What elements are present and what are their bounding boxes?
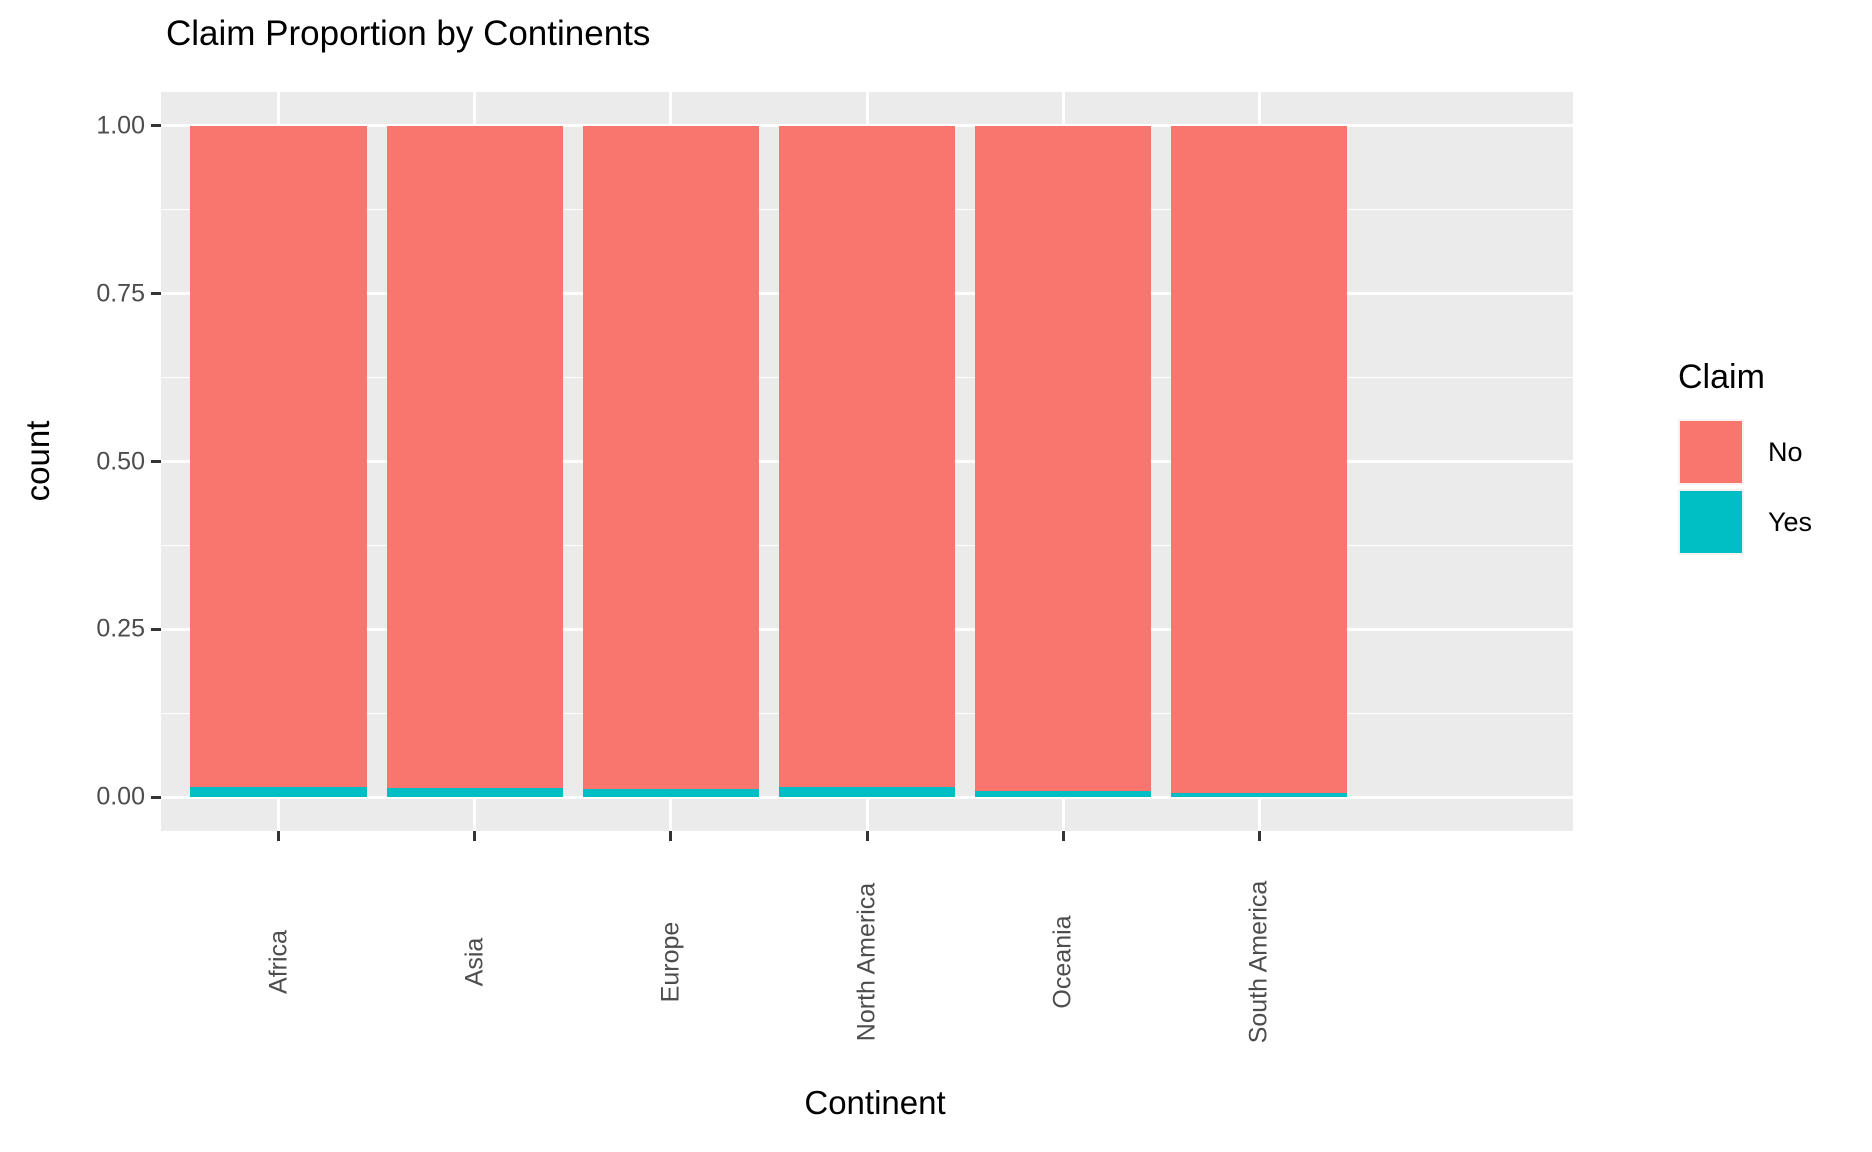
y-tick-mark: [151, 292, 161, 296]
x-tick-mark: [1257, 831, 1261, 841]
y-tick-mark: [151, 124, 161, 128]
bar-segment-yes-south-america: [1170, 792, 1348, 798]
bar-segment-yes-africa: [190, 786, 367, 798]
bar-segment-no-south-america: [1170, 125, 1348, 793]
bar-segment-no-europe: [582, 125, 760, 789]
y-tick-mark: [151, 795, 161, 799]
chart-title: Claim Proportion by Continents: [166, 14, 651, 53]
plot-panel: [161, 92, 1573, 831]
y-tick-label: 0.25: [96, 614, 145, 643]
legend-swatch-no: [1680, 421, 1742, 483]
y-axis-title: count: [19, 420, 56, 502]
x-tick-mark: [865, 831, 869, 841]
y-tick-mark: [151, 460, 161, 463]
legend-title: Claim: [1678, 358, 1765, 396]
bar-segment-yes-asia: [386, 788, 564, 798]
x-tick-label: Asia: [460, 937, 489, 987]
y-tick-label: 0.50: [96, 447, 145, 475]
x-tick-label: Oceania: [1048, 915, 1077, 1009]
legend-key: [1678, 489, 1744, 555]
bar-segment-no-oceania: [974, 125, 1152, 791]
x-tick-mark: [1061, 831, 1065, 841]
legend-key: [1678, 419, 1744, 485]
legend-item-yes: Yes: [1678, 489, 1812, 555]
x-axis-title: Continent: [804, 1084, 946, 1121]
legend-item-no: No: [1678, 419, 1812, 485]
x-tick-label: South America: [1244, 880, 1273, 1044]
x-tick-label: Africa: [264, 930, 293, 994]
bar-segment-no-africa: [190, 125, 367, 787]
legend-label-no: No: [1768, 436, 1803, 467]
legend-label-yes: Yes: [1768, 506, 1813, 537]
y-tick-label: 0.75: [96, 279, 145, 308]
legend-swatch-yes: [1680, 491, 1742, 553]
x-tick-label: Europe: [656, 921, 685, 1003]
x-tick-mark: [473, 831, 477, 841]
bar-segment-no-asia: [386, 125, 564, 788]
x-tick-label: North America: [852, 882, 881, 1042]
y-tick-label: 0.00: [96, 782, 145, 811]
bar-segment-yes-north-america: [778, 787, 956, 798]
bar-segment-yes-oceania: [974, 790, 1152, 798]
legend: Claim No Yes: [1678, 358, 1812, 559]
y-tick-label: 1.00: [96, 111, 145, 140]
x-tick-mark: [277, 831, 281, 841]
bar-segment-no-north-america: [778, 125, 956, 788]
x-tick-mark: [669, 831, 673, 841]
bar-segment-yes-europe: [582, 788, 760, 798]
y-tick-mark: [151, 627, 161, 631]
